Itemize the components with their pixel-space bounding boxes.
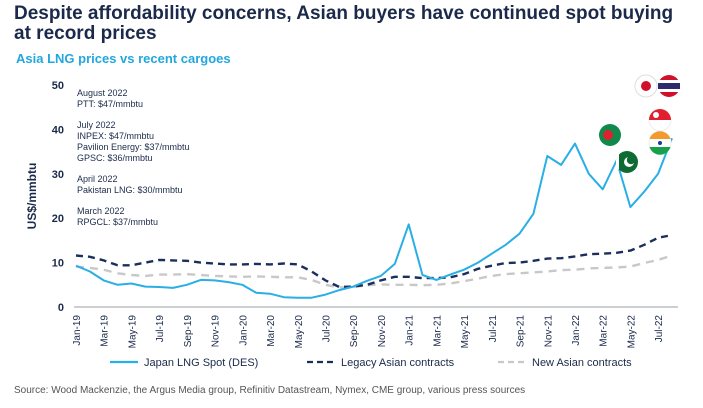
chart-subtitle: Asia LNG prices vs recent cargoes [16,51,231,66]
series-line-1 [75,233,673,289]
y-axis-label: US$/mmbtu [25,163,39,230]
y-tick-label: 0 [58,302,64,314]
annotation-date: March 2022 [77,206,125,216]
y-tick-label: 50 [52,80,64,92]
x-tick-label: Sep-21 [516,315,527,348]
legend-label-0: Japan LNG Spot (DES) [144,357,258,369]
singapore-flag-icon [648,108,672,132]
legend-label-1: Legacy Asian contracts [341,357,455,369]
y-tick-label: 30 [52,169,64,181]
x-tick-label: Nov-20 [377,315,388,348]
y-tick-label: 20 [52,213,64,225]
x-tick-label: Jul-19 [155,315,166,343]
annotation-line: GPSC: $36/mmbtu [77,153,153,163]
y-tick-label: 40 [52,124,64,136]
x-tick-label: Jan-21 [405,315,416,346]
annotation-date: April 2022 [77,174,118,184]
annotation-line: Pavilion Energy: $37/mmbtu [77,142,190,152]
y-tick-label: 10 [52,258,64,270]
annotation-line: INPEX: $47/mmbtu [77,131,154,141]
chart-svg: 0 10 20 30 40 50 Jan-19 Mar-19 May-19 Jul-19 Sep-… [25,74,680,369]
x-tick-label: Nov-21 [543,315,554,348]
annotation-date: August 2022 [77,88,128,98]
x-tick-label: Sep-19 [183,315,194,348]
india-flag-wheel [658,141,662,145]
india-flag-icon [648,131,672,155]
x-tick-label: Nov-19 [211,315,222,348]
x-tick-label: May-22 [626,315,637,349]
annotation-line: RPGCL: $37/mmbtu [77,217,158,227]
india-flag-green [649,147,671,155]
thailand-flag-icon [658,75,680,97]
x-tick-label: Jul-20 [321,315,332,343]
x-tick-label: May-20 [294,315,305,349]
x-tick-label: Sep-20 [349,315,360,348]
japan-flag-sun [641,81,651,91]
singapore-flag-moon [653,112,659,118]
pakistan-flag-icon [616,151,638,173]
x-tick-label: Mar-19 [100,315,111,347]
annotation-date: July 2022 [77,120,116,130]
japan-flag-icon [634,74,658,98]
x-tick-label: Jan-22 [571,315,582,346]
pakistan-flag-stripe [616,154,619,170]
x-tick-label: Mar-22 [599,315,610,347]
x-tick-label: Jul-21 [488,315,499,343]
x-tick-label: Mar-21 [432,315,443,347]
series-line-0 [75,137,673,299]
x-tick-label: May-19 [127,315,138,349]
legend-label-2: New Asian contracts [532,357,632,369]
series-line-2 [75,254,673,289]
x-tick-label: May-21 [460,315,471,349]
x-tick-label: Jan-19 [72,315,83,346]
bangladesh-flag-disc [603,130,613,140]
x-tick-label: Jul-22 [654,315,665,343]
x-tick-label: Jan-20 [238,315,249,346]
annotation-line: PTT: $47/mmbtu [77,99,143,109]
pakistan-flag-moon-cut [626,155,636,165]
page-title: Despite affordability concerns, Asian bu… [14,3,674,44]
bangladesh-flag-icon [599,124,621,146]
singapore-flag-red [649,109,671,120]
india-flag-saffron [649,131,671,139]
thailand-flag-blue [658,83,680,89]
annotation-line: Pakistan LNG: $30/mmbtu [77,185,183,195]
source-note: Source: Wood Mackenzie, the Argus Media … [14,385,526,396]
x-tick-label: Mar-20 [266,315,277,347]
